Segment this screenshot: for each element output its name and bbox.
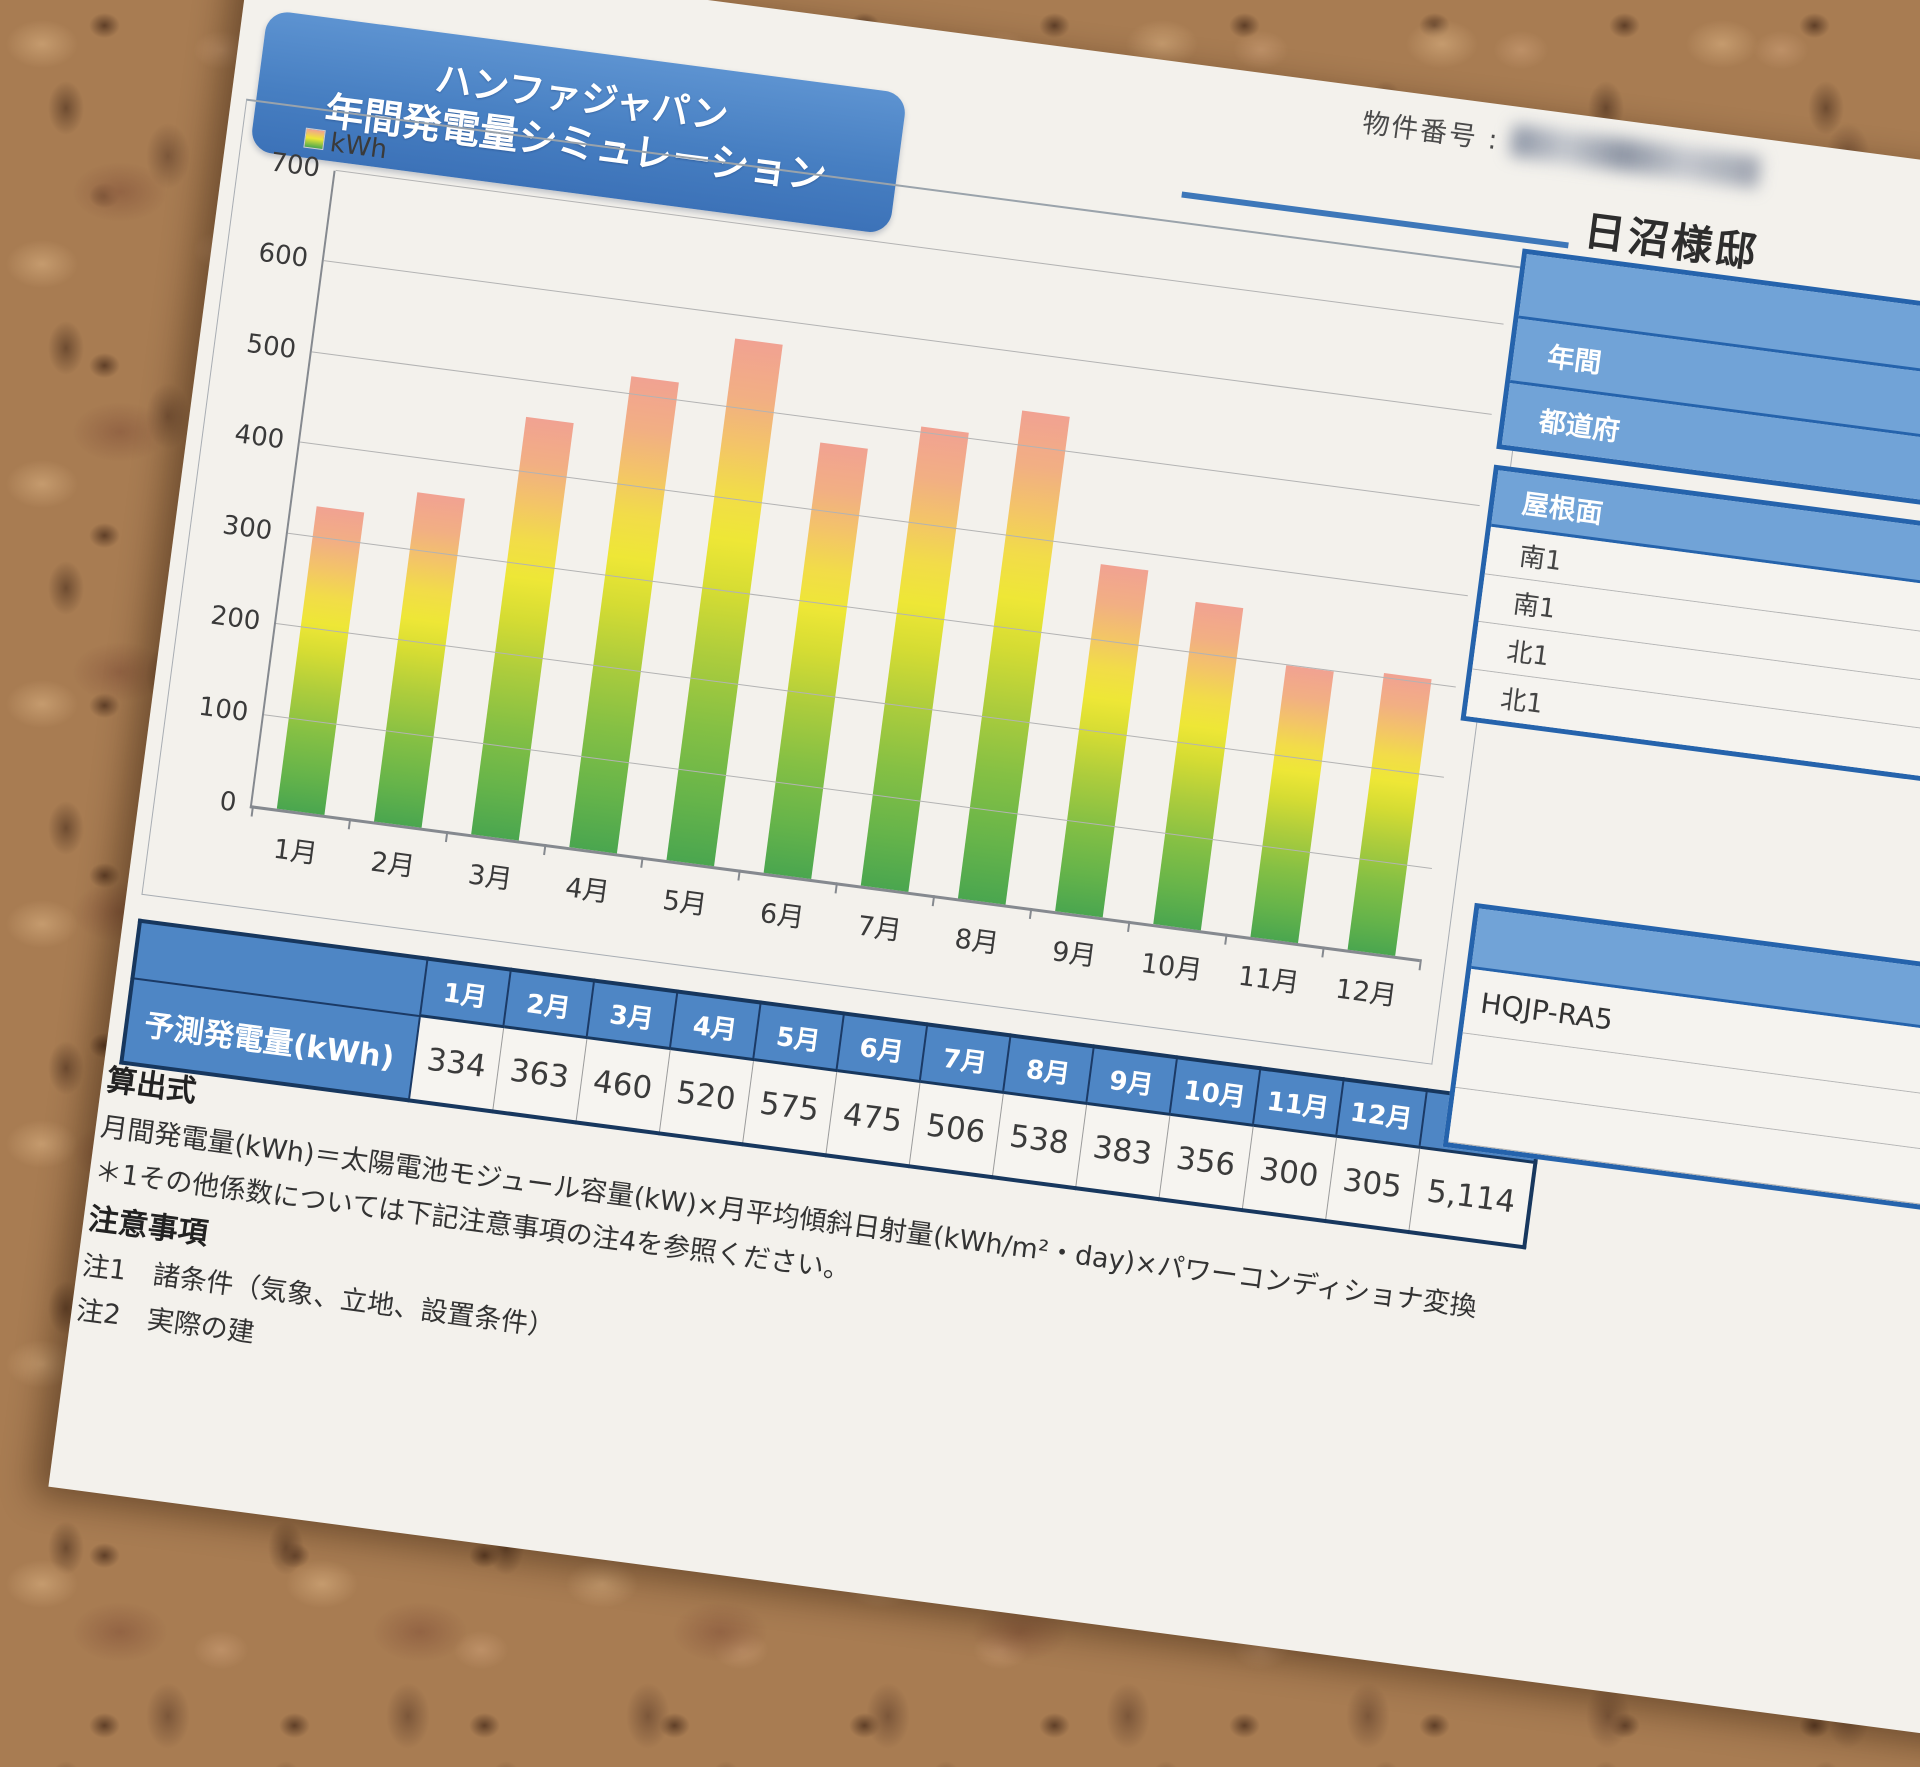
y-axis-label-0: 0 bbox=[217, 786, 239, 819]
bar-11月 bbox=[1250, 664, 1334, 944]
x-axis-tick bbox=[1321, 946, 1325, 958]
y-axis-label-100: 100 bbox=[196, 691, 251, 728]
bar-1月 bbox=[276, 505, 365, 815]
table-header-9月: 9月 bbox=[1086, 1046, 1178, 1115]
x-axis-label-3月: 3月 bbox=[466, 859, 515, 896]
property-number-label: 物件番号 : bbox=[1360, 107, 1502, 157]
y-axis-label-500: 500 bbox=[244, 328, 298, 365]
table-header-2月: 2月 bbox=[503, 969, 595, 1038]
table-header-5月: 5月 bbox=[753, 1002, 844, 1071]
x-axis-label-6月: 6月 bbox=[758, 897, 807, 935]
x-axis-tick bbox=[737, 869, 741, 881]
table-header-12月: 12月 bbox=[1336, 1079, 1427, 1148]
x-axis-label-7月: 7月 bbox=[855, 910, 904, 948]
y-axis-label-300: 300 bbox=[220, 510, 274, 547]
y-axis-label-200: 200 bbox=[208, 600, 263, 637]
y-axis-label-700: 700 bbox=[268, 147, 322, 184]
legend-unit-label: kWh bbox=[328, 128, 389, 166]
table-header-6月: 6月 bbox=[836, 1013, 928, 1082]
legend-gradient-swatch-icon bbox=[303, 127, 326, 151]
x-axis-label-12月: 12月 bbox=[1333, 973, 1399, 1013]
x-axis-label-1月: 1月 bbox=[271, 833, 320, 871]
table-header-7月: 7月 bbox=[919, 1024, 1011, 1093]
table-header-4月: 4月 bbox=[669, 991, 761, 1060]
x-axis-label-8月: 8月 bbox=[952, 923, 1001, 960]
table-header-1月: 1月 bbox=[420, 958, 511, 1027]
x-axis-tick bbox=[347, 818, 352, 830]
x-axis-tick bbox=[931, 895, 936, 907]
x-axis-tick bbox=[1418, 959, 1422, 971]
bar-row: 1月 2月 3月 4月 5月 6月 7月 8月 9月 10月 11月 12月 bbox=[252, 171, 1503, 1012]
x-axis-tick bbox=[1029, 907, 1033, 920]
x-axis-tick bbox=[542, 843, 547, 856]
x-axis-label-10月: 10月 bbox=[1138, 947, 1204, 987]
x-axis-tick bbox=[1126, 920, 1130, 932]
x-axis-label-4月: 4月 bbox=[563, 872, 612, 909]
table-header-3月: 3月 bbox=[586, 980, 678, 1049]
property-number-redacted-value bbox=[1509, 123, 1762, 189]
bar-2月 bbox=[374, 492, 466, 828]
table-header-8月: 8月 bbox=[1003, 1035, 1094, 1104]
roof-surface-panel: 屋根面 南1 南1 北1 北1 bbox=[1460, 464, 1920, 831]
table-header-11月: 11月 bbox=[1252, 1068, 1344, 1137]
bar-10月 bbox=[1152, 601, 1243, 931]
simulation-report-paper: ハンファジャパン 年間発電量シミュレーション 物件番号 : 日沼様邸 kWh 1… bbox=[48, 0, 1920, 1767]
x-axis-tick bbox=[1223, 933, 1228, 945]
y-axis-label-400: 400 bbox=[232, 419, 286, 456]
x-axis-tick bbox=[639, 856, 644, 868]
table-header-10月: 10月 bbox=[1169, 1057, 1261, 1126]
x-axis-label-2月: 2月 bbox=[368, 846, 417, 884]
x-axis-tick bbox=[445, 831, 449, 843]
x-axis-label-9月: 9月 bbox=[1050, 936, 1098, 973]
bar-12月 bbox=[1347, 673, 1432, 956]
generation-bar-chart: kWh 1月 2月 3月 4月 5月 6月 7月 8月 9月 10月 11月 12月 0 100 200 3… bbox=[141, 100, 1537, 1065]
y-axis-label-600: 600 bbox=[256, 238, 310, 275]
x-axis-tick bbox=[834, 882, 838, 894]
x-axis-tick bbox=[250, 805, 255, 817]
chart-plot-area: 1月 2月 3月 4月 5月 6月 7月 8月 9月 10月 11月 12月 0 100 200 300 40… bbox=[197, 147, 1504, 1012]
x-axis-label-11月: 11月 bbox=[1236, 960, 1302, 1000]
x-axis-label-5月: 5月 bbox=[660, 884, 709, 922]
